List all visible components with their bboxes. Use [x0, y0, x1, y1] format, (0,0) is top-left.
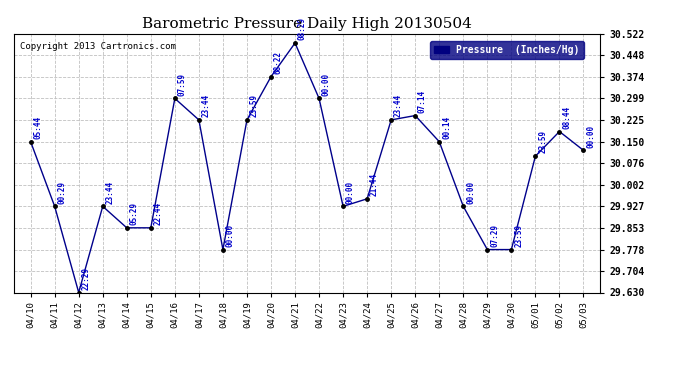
Text: 21:44: 21:44 [370, 173, 379, 196]
Text: 08:29: 08:29 [298, 17, 307, 40]
Text: Copyright 2013 Cartronics.com: Copyright 2013 Cartronics.com [19, 42, 175, 51]
Text: 07:59: 07:59 [177, 72, 186, 96]
Text: 05:44: 05:44 [33, 116, 42, 139]
Text: 07:14: 07:14 [418, 90, 427, 113]
Text: 23:59: 23:59 [514, 224, 523, 247]
Text: 07:29: 07:29 [490, 224, 499, 247]
Text: 00:14: 00:14 [442, 116, 451, 139]
Text: 00:00: 00:00 [466, 180, 475, 204]
Text: 05:29: 05:29 [130, 202, 139, 225]
Text: 23:59: 23:59 [538, 130, 547, 153]
Text: 22:29: 22:29 [81, 267, 90, 290]
Text: 23:44: 23:44 [201, 94, 210, 117]
Text: 00:00: 00:00 [322, 72, 331, 96]
Text: 08:44: 08:44 [562, 106, 571, 129]
Text: 68:22: 68:22 [274, 51, 283, 74]
Text: 00:00: 00:00 [586, 124, 595, 148]
Text: 23:59: 23:59 [250, 94, 259, 117]
Text: 23:44: 23:44 [106, 180, 115, 204]
Text: 00:00: 00:00 [226, 224, 235, 247]
Legend: Pressure  (Inches/Hg): Pressure (Inches/Hg) [430, 41, 584, 59]
Text: 00:29: 00:29 [57, 180, 66, 204]
Text: 23:44: 23:44 [394, 94, 403, 117]
Text: 00:00: 00:00 [346, 180, 355, 204]
Title: Barometric Pressure Daily High 20130504: Barometric Pressure Daily High 20130504 [142, 17, 472, 31]
Text: 22:44: 22:44 [154, 202, 163, 225]
